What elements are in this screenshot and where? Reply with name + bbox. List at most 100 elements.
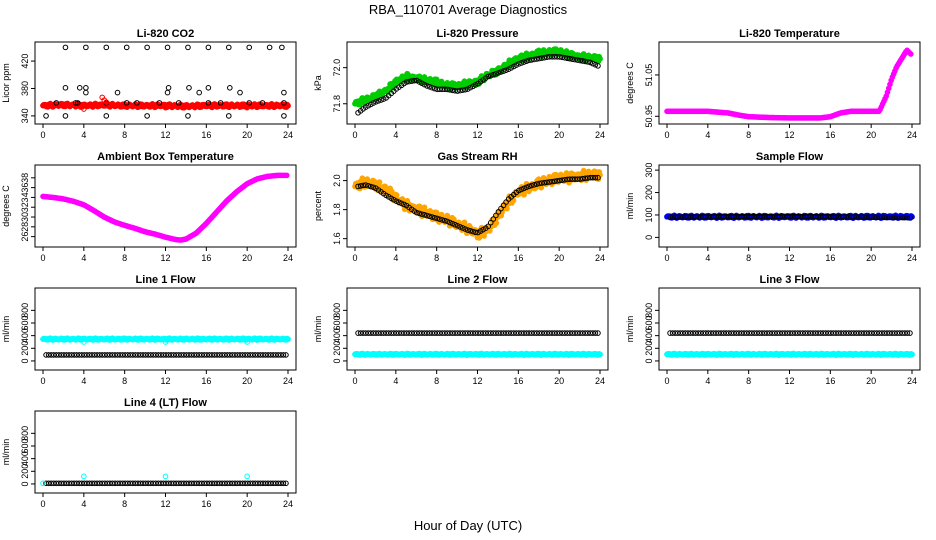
data-point [856,330,862,336]
data-point [799,330,806,336]
x-tick-label: 16 [513,253,523,263]
data-point [242,480,248,487]
x-tick-label: 16 [825,253,835,263]
data-point [188,480,195,487]
data-point [62,113,69,119]
data-point [718,214,724,220]
data-point [697,214,704,220]
data-point [419,330,425,336]
x-tick-label: 24 [907,130,917,140]
data-point [840,330,847,336]
data-point [526,330,532,336]
data-point [498,69,504,75]
data-point [165,84,172,91]
data-point [549,330,555,336]
data-point [137,480,144,487]
data-point [127,480,134,487]
data-point [551,54,558,60]
data-point [99,480,106,487]
data-point [544,330,550,336]
data-point [579,330,586,336]
data-point [439,217,446,223]
data-point [526,57,532,64]
data-point [733,330,740,336]
x-tick-label: 20 [554,130,564,140]
data-point [239,352,246,358]
data-point [155,480,162,487]
band-point [285,102,291,109]
data-point [114,480,121,487]
x-tick-label: 4 [81,253,86,263]
data-point [559,330,566,336]
data-point [206,480,213,487]
data-point [449,330,456,336]
data-point [577,330,583,336]
data-point [731,213,737,220]
x-tick-label: 20 [242,130,252,140]
panel-title: Line 1 Flow [136,274,196,286]
x-tick-label: 8 [122,376,127,386]
data-point [140,352,146,358]
data-point [561,55,568,61]
data-point [835,330,842,336]
data-point [275,352,282,358]
data-point [590,60,596,67]
data-point [886,214,893,221]
data-point [244,352,251,358]
panel-frame [658,41,921,125]
data-point [587,59,594,66]
data-point [510,330,517,336]
data-point [249,352,256,358]
data-point [549,54,555,60]
panel-title: Line 4 (LT) Flow [124,397,207,409]
data-point [674,330,681,336]
data-point [536,180,543,187]
data-point [278,352,284,358]
data-point [406,78,412,85]
data-point [493,330,499,336]
y-tick-label: 36 [20,183,30,193]
data-point [746,213,752,220]
data-point [109,352,116,358]
data-point [807,330,814,336]
data-point [262,480,269,487]
data-point [205,44,212,51]
data-point [155,352,162,358]
data-point [383,330,389,336]
data-point [817,213,824,220]
panel-li_temp: Li-820 Temperature degrees C 0 4 8 12 16 20 24 50… [625,28,921,140]
data-point [754,330,760,336]
data-point [73,480,80,487]
x-tick-label: 12 [160,253,170,263]
data-point [272,480,279,487]
data-point [50,352,57,358]
data-point [104,480,111,487]
data-point [96,352,103,358]
data-point [378,97,384,103]
data-point [426,330,433,336]
data-point [365,330,372,336]
data-point [505,330,512,336]
data-point [147,352,154,358]
data-point [449,87,456,94]
data-point [569,56,576,62]
panel-pressure: Li-820 Pressure kPa 0 4 8 12 16 20 24 71.8 72.0 [313,28,609,140]
data-point [380,330,387,336]
data-point [63,480,70,487]
data-point [480,330,486,336]
data-point [193,352,200,358]
data-point [153,352,159,358]
data-point [260,352,266,358]
data-point [436,330,443,336]
data-point [442,330,448,336]
data-point [838,214,844,220]
data-point [713,214,719,220]
data-point [682,214,689,220]
data-point [175,100,182,106]
data-point [467,330,474,336]
data-point [692,214,699,220]
panel-ylabel: degrees C [625,62,635,104]
data-point [766,330,773,336]
panel-title: Gas Stream RH [437,151,517,163]
x-tick-label: 20 [866,253,876,263]
